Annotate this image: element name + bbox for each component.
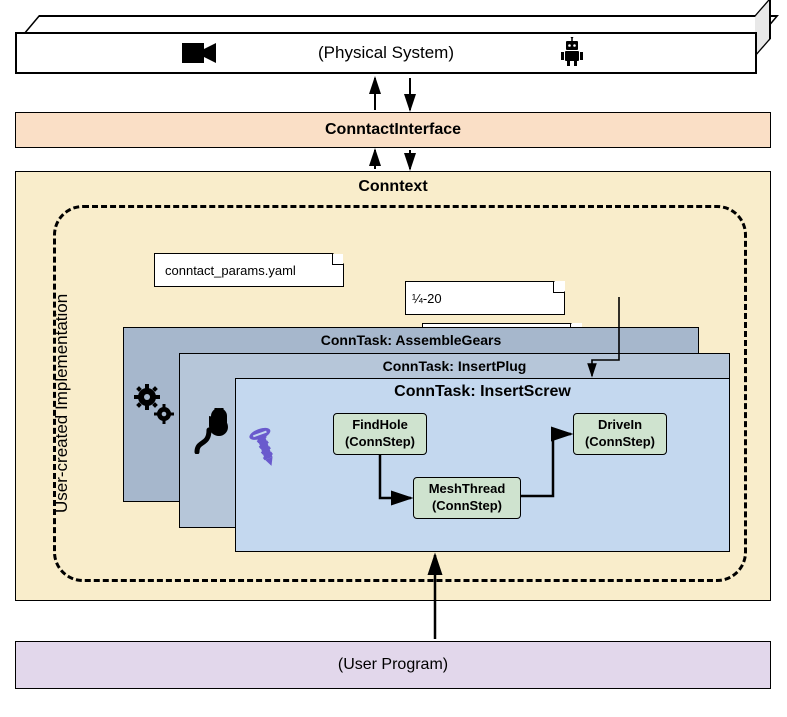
config-file-back: ¼-20 [405,281,565,315]
physical-label: (Physical System) [318,43,454,63]
step-drivein: DriveIn (ConnStep) [573,413,667,455]
plug-icon [189,408,229,454]
step-meshthread-name: MeshThread [429,481,506,498]
step-drivein-name: DriveIn [598,417,642,434]
step-findhole: FindHole (ConnStep) [333,413,427,455]
task-screw-title: ConnTask: InsertScrew [236,383,729,401]
screw-icon [247,425,283,471]
step-findhole-sub: (ConnStep) [345,434,415,451]
task-screw: ConnTask: InsertScrew [235,378,730,552]
robot-icon [557,37,587,67]
user-impl-label: User-created Implementation [52,273,72,513]
step-drivein-sub: (ConnStep) [585,434,655,451]
step-meshthread-sub: (ConnStep) [432,498,502,515]
user-program-box: (User Program) [15,641,771,689]
physical-box-side [755,0,771,57]
interface-label: ConntactInterface [325,121,461,139]
conntext-label: Conntext [16,178,770,196]
architecture-diagram: (Physical System) ConntactInterface Conn… [15,15,772,702]
task-plug-title: ConnTask: InsertPlug [180,358,729,374]
params-file: conntact_params.yaml [154,253,344,287]
user-program-label: (User Program) [338,656,448,674]
params-file-label: conntact_params.yaml [165,263,296,278]
camera-icon [180,37,224,69]
config-back-label: ¼-20 [412,291,442,306]
task-gears-title: ConnTask: AssembleGears [124,332,698,348]
physical-system-box: (Physical System) [15,32,757,74]
step-findhole-name: FindHole [352,417,408,434]
step-meshthread: MeshThread (ConnStep) [413,477,521,519]
interface-box: ConntactInterface [15,112,771,148]
gear-icon [131,381,177,427]
